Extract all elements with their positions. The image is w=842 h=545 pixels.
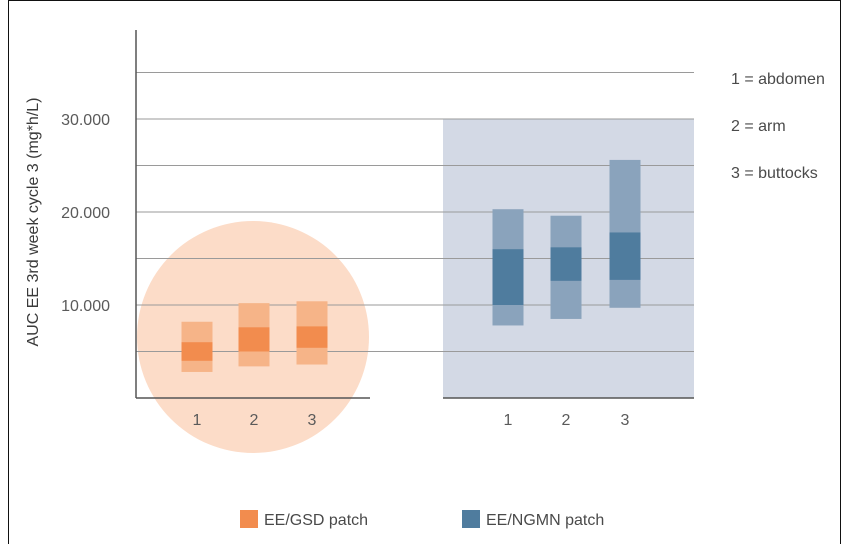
- chart-frame: [8, 0, 841, 544]
- location-key-item: 1 = abdomen: [731, 71, 825, 88]
- range-bar-inner: [296, 326, 328, 348]
- y-tick-label: 10.000: [61, 298, 110, 315]
- legend-label: EE/NGMN patch: [486, 512, 604, 529]
- range-bar-inner: [609, 232, 641, 280]
- location-key-item: 2 = arm: [731, 118, 786, 135]
- legend-swatch: [240, 510, 258, 528]
- legend-swatch: [462, 510, 480, 528]
- y-tick-labels: 10.000 20.000 30.000: [61, 112, 110, 315]
- location-key-item: 3 = buttocks: [731, 165, 818, 182]
- range-bar-inner: [238, 327, 270, 352]
- range-bar-inner: [550, 247, 582, 281]
- grid-lines: [136, 71, 694, 353]
- y-tick-label: 20.000: [61, 205, 110, 222]
- y-tick-label: 30.000: [61, 112, 110, 129]
- y-axis-label: AUC EE 3rd week cycle 3 (mg*h/L): [25, 98, 42, 347]
- range-bar-inner: [181, 342, 213, 361]
- legend-label: EE/GSD patch: [264, 512, 368, 529]
- x-tick-label: 3: [621, 412, 630, 429]
- x-tick-label: 3: [308, 412, 317, 429]
- range-bars: [181, 159, 641, 372]
- x-tick-label: 2: [250, 412, 259, 429]
- x-tick-label: 2: [562, 412, 571, 429]
- range-bar-inner: [492, 249, 524, 305]
- legend: EE/GSD patch EE/NGMN patch: [240, 510, 604, 529]
- x-tick-label: 1: [193, 412, 202, 429]
- x-tick-labels: 1 2 3 1 2 3: [193, 412, 630, 429]
- location-key: 1 = abdomen 2 = arm 3 = buttocks: [731, 71, 825, 182]
- x-tick-label: 1: [504, 412, 513, 429]
